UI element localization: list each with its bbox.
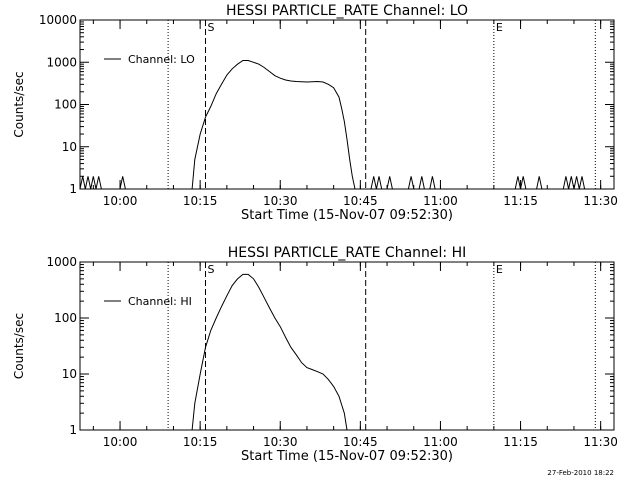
x-axis-label: Start Time (15-Nov-07 09:52:30)	[241, 208, 453, 223]
plot-title: HESSI PARTICLE_RATE Channel: LO	[226, 3, 468, 19]
x-tick-label: 11:30	[583, 194, 618, 208]
series-line-segment	[407, 176, 436, 190]
legend-entry: Channel: HI	[128, 295, 192, 308]
marker-label: E	[496, 21, 503, 34]
marker-label: S	[207, 21, 214, 34]
x-tick-label: 11:15	[503, 435, 538, 449]
x-axis-label: Start Time (15-Nov-07 09:52:30)	[241, 449, 453, 464]
x-tick-label: 10:15	[183, 194, 218, 208]
series-line-segment	[119, 176, 126, 190]
x-tick-label: 10:45	[343, 435, 378, 449]
x-tick-label: 11:00	[423, 194, 458, 208]
x-tick-label: 11:30	[583, 435, 618, 449]
x-tick-label: 10:00	[103, 435, 138, 449]
series-line-segment	[191, 60, 356, 190]
y-tick-label: 100	[54, 311, 77, 325]
x-tick-label: 10:45	[343, 194, 378, 208]
plot-title: HESSI PARTICLE_RATE Channel: HI	[228, 245, 466, 261]
y-axis-label: Counts/sec	[12, 313, 26, 379]
marker-label: S	[207, 263, 214, 276]
x-tick-label: 11:00	[423, 435, 458, 449]
series-line-segment	[514, 176, 543, 190]
x-tick-label: 10:00	[103, 194, 138, 208]
y-tick-label: 1	[69, 423, 77, 437]
x-tick-label: 11:15	[503, 194, 538, 208]
y-tick-label: 1000	[46, 255, 77, 269]
plot-timestamp: 27-Feb-2010 18:22	[547, 469, 614, 477]
plot-frame	[79, 19, 615, 190]
y-tick-label: 1	[69, 182, 77, 196]
x-tick-label: 10:30	[263, 435, 298, 449]
plot-frame	[79, 261, 615, 431]
y-axis-label: Counts/sec	[12, 71, 26, 137]
x-tick-label: 10:15	[183, 435, 218, 449]
y-tick-label: 100	[54, 98, 77, 112]
series-line-segment	[562, 176, 586, 190]
y-tick-label: 1000	[46, 55, 77, 69]
x-tick-label: 10:30	[263, 194, 298, 208]
series-line-segment	[191, 273, 348, 431]
series-line-segment	[370, 176, 393, 190]
legend-entry: Channel: LO	[128, 53, 195, 66]
series-line-segment	[79, 176, 102, 190]
marker-label: E	[496, 263, 503, 276]
y-tick-label: 10	[62, 367, 77, 381]
y-tick-label: 10000	[39, 13, 77, 27]
y-tick-label: 10	[62, 140, 77, 154]
